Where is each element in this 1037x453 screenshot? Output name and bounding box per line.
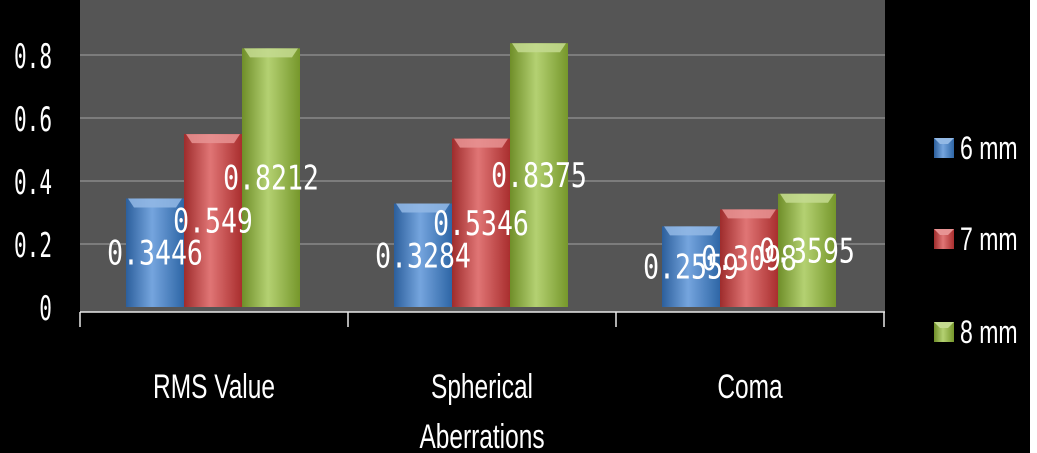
- bar-cap: [244, 48, 298, 58]
- data-label: 0.3284: [375, 237, 471, 276]
- y-tick-label: 0.8: [14, 37, 52, 77]
- bar-8-mm: [778, 193, 836, 307]
- bar-cap: [186, 134, 240, 144]
- x-category-label: RMS Value: [153, 368, 275, 406]
- legend-label: 7 mm: [960, 221, 1018, 257]
- bar-cap: [664, 226, 718, 236]
- x-category-label: Aberrations: [419, 418, 544, 453]
- legend-label: 8 mm: [960, 314, 1018, 350]
- bar-cap: [396, 203, 450, 213]
- bar-cap: [454, 138, 508, 148]
- legend-swatch-cap: [934, 138, 954, 144]
- data-label: 0.8212: [223, 160, 319, 199]
- x-category-label: Spherical: [431, 368, 533, 406]
- bar-8-mm: [510, 43, 568, 307]
- bar-8-mm: [242, 48, 300, 308]
- data-label: 0.5346: [433, 205, 529, 244]
- y-tick-label: 0.6: [14, 100, 52, 140]
- legend-swatch-cap: [934, 229, 954, 235]
- data-label: 0.3098: [701, 240, 797, 279]
- bar-7-mm: [720, 209, 778, 307]
- bar-7-mm: [452, 138, 510, 307]
- x-category-label: Coma: [717, 368, 783, 406]
- bar-cap: [722, 209, 776, 219]
- legend-swatch-cap: [934, 322, 954, 328]
- bar-cap: [512, 43, 566, 53]
- y-tick-label: 0: [39, 289, 52, 329]
- bar-cap: [128, 198, 182, 208]
- bar-6-mm: [126, 198, 184, 307]
- y-tick-label: 0.2: [14, 226, 52, 266]
- data-label: 0.8375: [491, 157, 587, 196]
- data-label: 0.2559: [643, 249, 739, 288]
- bar-7-mm: [184, 134, 242, 307]
- legend-label: 6 mm: [960, 130, 1018, 166]
- bar-cap: [780, 193, 834, 203]
- data-label: 0.3446: [107, 235, 203, 274]
- data-label: 0.3595: [759, 232, 855, 271]
- y-tick-label: 0.4: [14, 163, 52, 203]
- bar-6-mm: [662, 226, 720, 307]
- bar-6-mm: [394, 203, 452, 307]
- data-label: 0.549: [173, 202, 253, 241]
